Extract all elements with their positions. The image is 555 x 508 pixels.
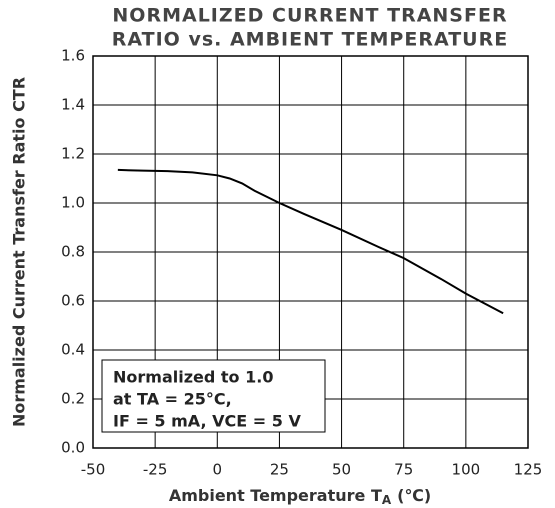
x-tick-label: -25 [143,461,168,479]
y-tick-label: 0.8 [61,243,85,261]
annotation-box [101,359,326,433]
x-tick-label: 125 [514,461,543,479]
y-tick-label: 1.6 [61,47,85,65]
y-axis-label: Normalized Current Transfer Ratio CTR [10,77,29,427]
x-axis-label-sub: A [382,493,392,507]
chart-title: RATIO vs. AMBIENT TEMPERATURE [112,29,508,51]
y-tick-label: 1.2 [61,145,85,163]
x-tick-label: 0 [213,461,223,479]
y-tick-label: 0.4 [61,341,85,359]
x-axis-label-text: Ambient Temperature T [169,486,382,505]
y-tick-label: 1.4 [61,96,85,114]
y-tick-label: 1.0 [61,194,85,212]
annotation-text: IF = 5 mA, VCE = 5 V [113,412,301,431]
y-tick-label: 0.2 [61,390,85,408]
y-tick-label: 0.6 [61,292,85,310]
x-axis-label-unit: (℃) [397,486,431,505]
x-tick-label: 75 [394,461,413,479]
plot-frame [92,55,529,449]
annotation-text: Normalized to 1.0 [113,368,273,387]
annotation-text: at TA = 25°C, [113,390,232,409]
data-line [117,168,504,315]
chart-title: NORMALIZED CURRENT TRANSFER [112,5,507,27]
x-tick-label: -50 [81,461,106,479]
x-tick-label: 50 [332,461,351,479]
x-tick-label: 100 [452,461,481,479]
y-tick-label: 0.0 [61,439,85,457]
x-axis-label: Ambient Temperature TA (℃) [169,486,431,507]
x-tick-label: 25 [270,461,289,479]
